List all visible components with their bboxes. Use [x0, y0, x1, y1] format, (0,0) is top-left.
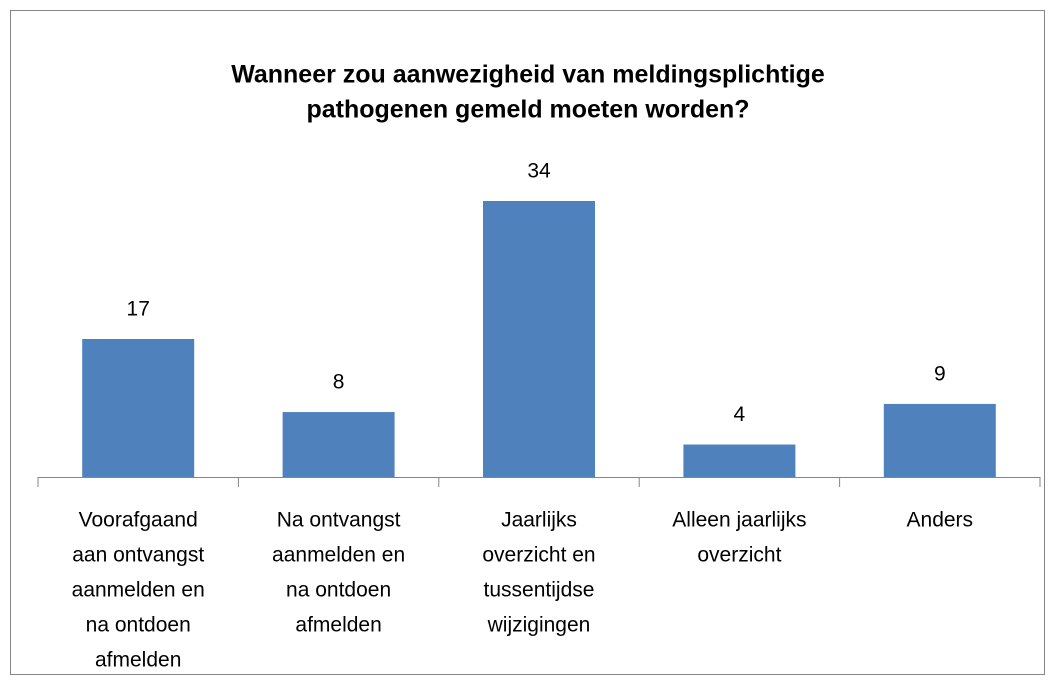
value-label: 8 — [333, 371, 345, 394]
x-tick-label: aan ontvangst — [72, 544, 204, 567]
bar — [282, 412, 395, 477]
x-tick-label: wijzigingen — [487, 614, 591, 637]
x-tick-label: Na ontvangst — [277, 509, 401, 532]
value-label: 34 — [527, 160, 551, 183]
value-label: 17 — [127, 298, 150, 321]
x-tick-label: afmelden — [295, 614, 381, 637]
x-tick-label: aanmelden en — [272, 544, 405, 567]
chart-title: Wanneer zou aanwezigheid van meldingspli… — [231, 61, 825, 89]
x-tick-label: Voorafgaand — [79, 509, 198, 532]
bar — [683, 444, 796, 477]
x-tick-label: afmelden — [95, 649, 181, 672]
bar — [883, 403, 996, 477]
x-tick-label: Alleen jaarlijks — [672, 509, 806, 532]
x-tick-label: Jaarlijks — [501, 509, 577, 532]
x-tick-label: na ontdoen — [286, 579, 391, 602]
value-label: 9 — [934, 362, 946, 385]
x-tick-label: tussentijdse — [484, 579, 595, 602]
bar — [483, 201, 595, 477]
x-tick-label: Anders — [907, 509, 974, 532]
x-tick-label: na ontdoen — [86, 614, 191, 637]
x-tick-label: overzicht — [697, 544, 781, 567]
x-tick-label: aanmelden en — [72, 579, 205, 602]
chart-title: pathogenen gemeld moeten worden? — [306, 96, 749, 124]
x-tick-label: overzicht en — [482, 544, 595, 567]
value-label: 4 — [734, 403, 746, 426]
bar — [82, 339, 195, 477]
